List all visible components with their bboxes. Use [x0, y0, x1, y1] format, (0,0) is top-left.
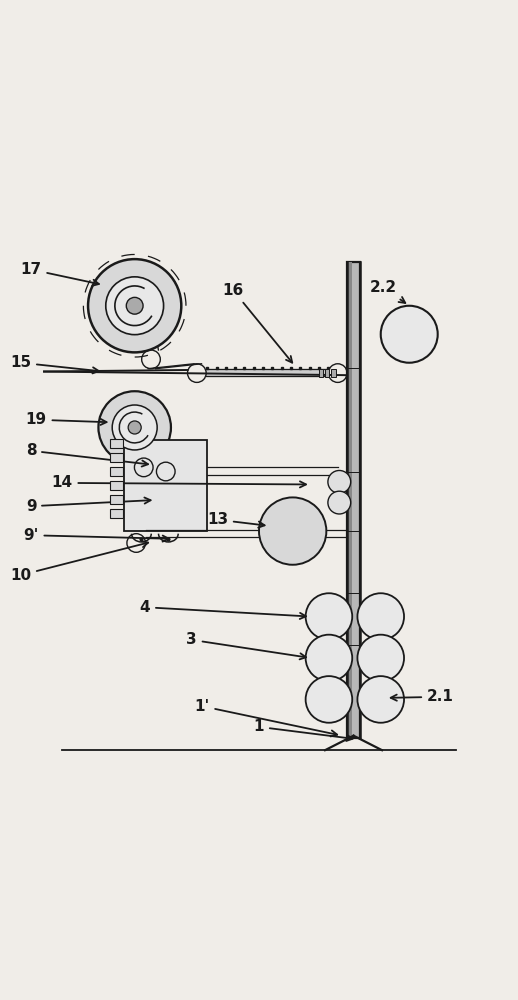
Text: 15: 15: [10, 355, 99, 373]
Circle shape: [328, 491, 351, 514]
Circle shape: [306, 593, 352, 640]
Circle shape: [328, 470, 351, 493]
Bar: [110, 509, 123, 518]
Text: 10: 10: [10, 541, 148, 583]
Circle shape: [357, 635, 404, 681]
Circle shape: [98, 391, 171, 464]
Bar: [110, 495, 123, 504]
Text: 2.1: 2.1: [391, 689, 454, 704]
Bar: [124, 440, 207, 531]
Bar: [110, 467, 123, 476]
Text: 17: 17: [21, 262, 99, 286]
Text: 2.2: 2.2: [370, 280, 405, 303]
Text: 9: 9: [26, 497, 151, 514]
Bar: [331, 369, 336, 377]
Text: 1': 1': [194, 699, 337, 736]
Text: 4: 4: [140, 600, 306, 619]
Bar: [347, 262, 352, 738]
Bar: [110, 481, 123, 490]
Text: 9': 9': [23, 528, 169, 543]
Text: 19: 19: [26, 412, 107, 427]
Circle shape: [106, 277, 164, 335]
Bar: [319, 369, 323, 377]
Bar: [110, 453, 123, 462]
Bar: [110, 439, 123, 448]
Circle shape: [306, 676, 352, 723]
Circle shape: [112, 405, 157, 450]
Text: 16: 16: [222, 283, 292, 363]
Circle shape: [126, 297, 143, 314]
Circle shape: [128, 421, 141, 434]
Circle shape: [306, 635, 352, 681]
Bar: [325, 369, 329, 377]
Text: 8: 8: [26, 443, 148, 467]
Circle shape: [381, 306, 438, 363]
Text: 3: 3: [186, 632, 306, 659]
Text: 1: 1: [254, 719, 353, 741]
Circle shape: [357, 593, 404, 640]
Circle shape: [88, 259, 181, 352]
Text: 14: 14: [52, 475, 306, 490]
Circle shape: [259, 497, 326, 565]
Circle shape: [357, 676, 404, 723]
Text: 13: 13: [207, 512, 265, 528]
Bar: [347, 262, 360, 738]
